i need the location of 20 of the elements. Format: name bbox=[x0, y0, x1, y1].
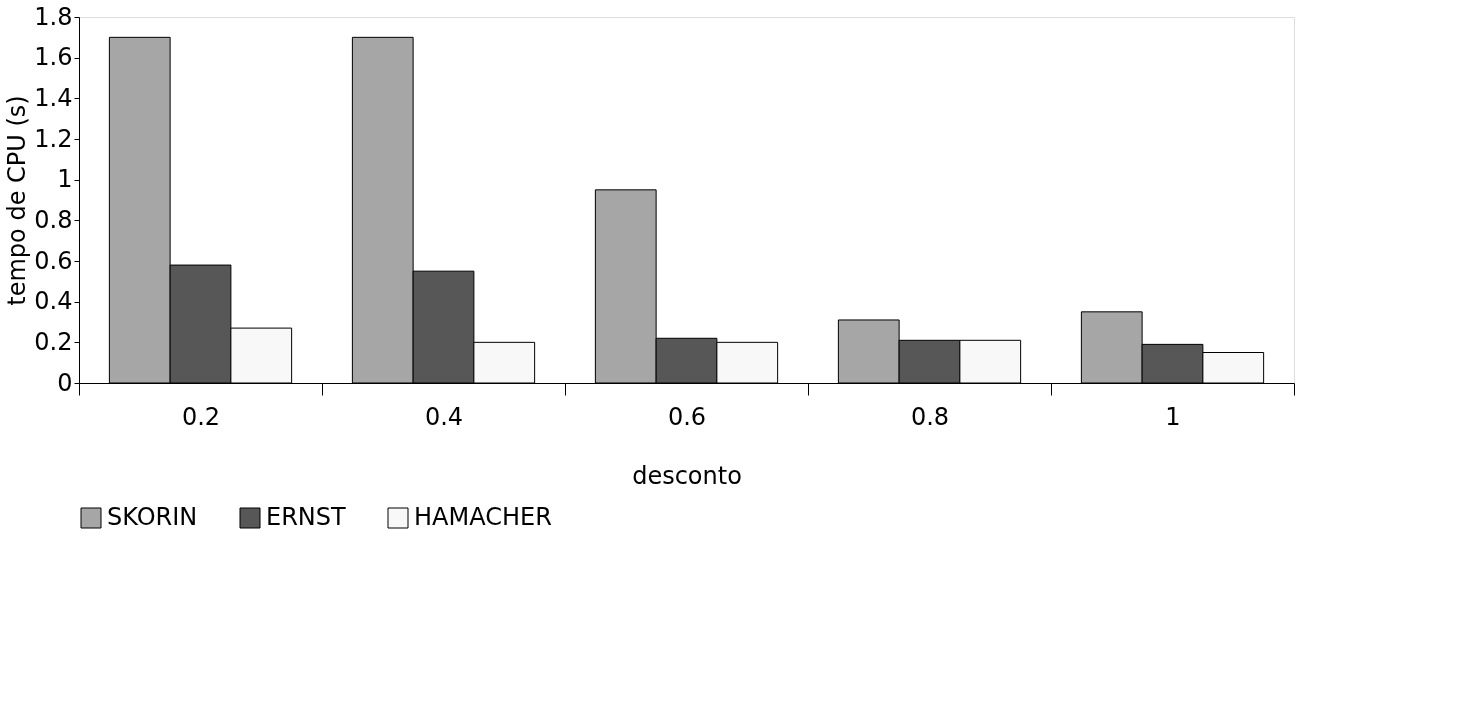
y-tick-label: 0.2 bbox=[34, 327, 73, 356]
y-axis-title: tempo de CPU (s) bbox=[3, 95, 32, 306]
y-tick-label: 0 bbox=[57, 368, 73, 397]
x-tick-label: 1 bbox=[1165, 402, 1181, 431]
y-tick-label: 0.4 bbox=[34, 287, 73, 316]
x-tick-label: 0.8 bbox=[910, 402, 950, 431]
y-tick-label: 1.2 bbox=[34, 124, 73, 153]
y-tick-label: 0.8 bbox=[34, 205, 73, 234]
legend-label: SKORIN bbox=[107, 503, 198, 531]
x-axis-title: desconto bbox=[632, 461, 742, 490]
y-tick-label: 0.6 bbox=[34, 246, 73, 275]
legend-label: ERNST bbox=[266, 503, 347, 531]
legend-label: HAMACHER bbox=[414, 503, 552, 531]
x-tick-label: 0.2 bbox=[181, 402, 221, 431]
x-tick-label: 0.6 bbox=[667, 402, 707, 431]
y-tick-label: 1.6 bbox=[34, 43, 73, 72]
y-tick-label: 1.4 bbox=[34, 83, 73, 112]
y-tick-label: 1.8 bbox=[34, 2, 73, 31]
x-tick-label: 0.4 bbox=[424, 402, 464, 431]
y-tick-label: 1 bbox=[57, 165, 73, 194]
